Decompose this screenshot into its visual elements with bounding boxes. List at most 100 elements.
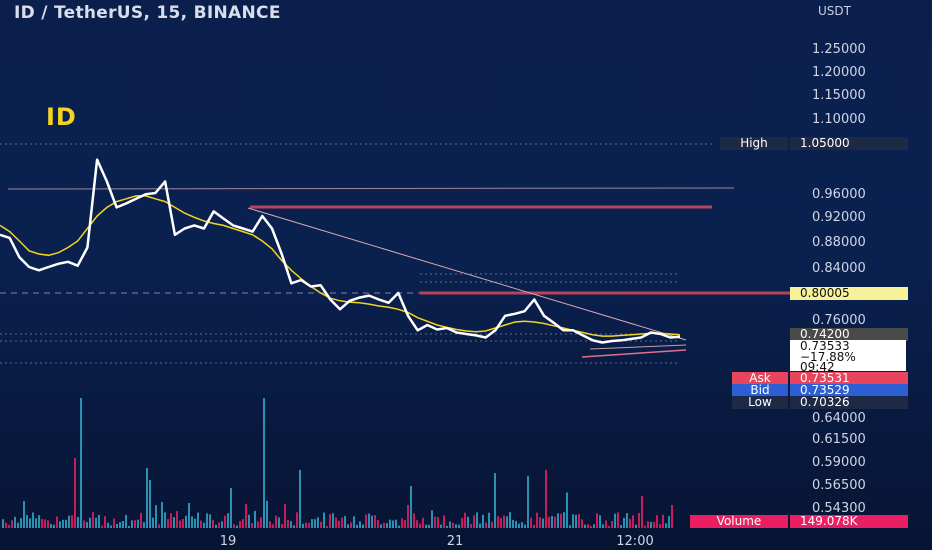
price-tick-label: 1.20000 <box>812 65 866 80</box>
price-tick-label: 1.10000 <box>812 112 866 127</box>
volume-bar <box>251 523 253 528</box>
volume-bar <box>614 513 616 528</box>
volume-bar <box>173 517 175 528</box>
volume-bar <box>665 523 667 528</box>
volume-bar <box>293 525 295 528</box>
volume-bar <box>182 518 184 528</box>
volume-bar <box>206 513 208 528</box>
volume-bar <box>467 516 469 528</box>
volume-bar <box>128 525 130 528</box>
volume-bar <box>284 504 286 528</box>
volume-bar <box>380 524 382 528</box>
volume-bar <box>413 513 415 528</box>
volume-bar <box>233 524 235 528</box>
volume-bar <box>101 525 103 528</box>
price-tick-label: 0.64000 <box>812 411 866 426</box>
volume-bar <box>356 524 358 528</box>
volume-bar <box>359 521 361 528</box>
support-trendline[interactable] <box>581 349 687 358</box>
volume-bar <box>47 520 49 528</box>
volume-bar <box>281 524 283 528</box>
volume-bar <box>518 523 520 528</box>
price-tick-label: 0.59000 <box>812 455 866 470</box>
volume-bar <box>461 518 463 528</box>
volume-bar <box>254 510 256 528</box>
volume-bar <box>158 524 160 528</box>
price-line <box>0 158 681 344</box>
volume-bar <box>521 522 523 528</box>
time-tick-label: 19 <box>220 534 237 549</box>
volume-bar <box>98 514 100 528</box>
volume-label: Volume <box>690 515 788 528</box>
last-price-change: −17.88% <box>800 349 856 364</box>
volume-bar <box>197 512 199 528</box>
volume-bar <box>14 516 16 528</box>
price-tick-label: 1.25000 <box>812 42 866 57</box>
volume-bar <box>386 523 388 528</box>
volume-bar <box>38 515 40 528</box>
volume-bar <box>362 524 364 528</box>
price-tick-label: 1.15000 <box>812 88 866 103</box>
volume-bar <box>227 513 229 528</box>
volume-bar <box>317 517 319 528</box>
volume-bar <box>443 515 445 528</box>
horizontal-ray[interactable] <box>7 187 735 190</box>
volume-bar <box>89 517 91 528</box>
volume-bar <box>302 523 304 528</box>
volume-bar <box>605 520 607 528</box>
descending-trendline[interactable] <box>247 207 687 341</box>
moving-average-line <box>0 195 681 337</box>
low-value-tag: 0.70326 <box>790 396 908 409</box>
volume-bar <box>278 517 280 528</box>
volume-bar <box>26 515 28 528</box>
volume-bar <box>488 512 490 528</box>
volume-bar <box>77 517 79 528</box>
volume-bar <box>308 522 310 528</box>
volume-bar <box>530 517 532 528</box>
volume-bar <box>314 519 316 528</box>
volume-bar <box>638 512 640 528</box>
volume-bar <box>20 518 22 528</box>
time-tick-label: 12:00 <box>616 534 653 549</box>
volume-bar <box>95 517 97 528</box>
volume-bar <box>419 523 421 528</box>
volume-bar <box>323 512 325 528</box>
level-price-tag: 0.80005 <box>790 287 908 300</box>
volume-bar <box>575 514 577 528</box>
time-tick-label: 21 <box>447 534 464 549</box>
volume-bar <box>275 515 277 528</box>
volume-bar <box>80 398 82 528</box>
volume-bar <box>332 513 334 528</box>
volume-bar <box>425 524 427 528</box>
volume-bar <box>374 515 376 528</box>
volume-bar <box>407 504 409 528</box>
price-tick-label: 0.92000 <box>812 210 866 225</box>
volume-bar <box>242 519 244 528</box>
volume-bar <box>434 516 436 528</box>
volume-bar <box>464 512 466 528</box>
volume-bar <box>110 525 112 528</box>
volume-bar <box>155 505 157 528</box>
volume-bar <box>650 521 652 528</box>
volume-bar <box>290 521 292 528</box>
volume-bar <box>431 510 433 528</box>
channel-line[interactable] <box>589 344 687 350</box>
volume-bar <box>578 514 580 528</box>
ask-value-tag: 0.73531 <box>790 372 908 385</box>
volume-bar <box>320 521 322 528</box>
volume-bar <box>218 522 220 528</box>
volume-bar <box>188 502 190 528</box>
volume-bar <box>272 524 274 528</box>
volume-bar <box>179 520 181 528</box>
volume-bar <box>257 521 259 528</box>
volume-bar <box>500 518 502 528</box>
volume-bar <box>107 522 109 528</box>
chart-title: ID / TetherUS, 15, BINANCE <box>14 3 281 23</box>
volume-bar <box>8 524 10 528</box>
low-label: Low <box>732 396 788 409</box>
volume-bar <box>200 520 202 528</box>
volume-bar <box>11 520 13 528</box>
volume-bar <box>248 514 250 528</box>
volume-bar <box>590 525 592 528</box>
